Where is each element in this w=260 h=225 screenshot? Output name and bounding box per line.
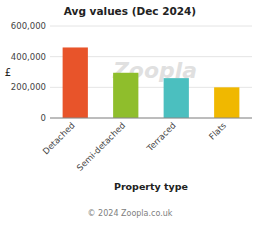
x-tick-label: Flats <box>207 120 229 142</box>
bars <box>63 47 240 118</box>
bar <box>214 87 239 118</box>
x-axis-label: Property type <box>114 181 188 192</box>
x-tick-label: Semi-detached <box>75 120 127 172</box>
chart-container: Avg values (Dec 2024) 0 200,000 400,000 600,… <box>0 0 260 225</box>
bar <box>164 78 189 118</box>
y-axis-label: £ <box>5 67 11 78</box>
y-tick-label: 200,000 <box>11 82 46 92</box>
x-tick-label: Detached <box>41 120 77 156</box>
bar <box>113 73 138 118</box>
y-tick-label: 0 <box>41 113 46 123</box>
grid-line <box>50 118 252 119</box>
x-tick-label: Terraced <box>144 120 177 153</box>
y-tick-label: 400,000 <box>11 52 46 62</box>
x-axis-line <box>50 118 252 119</box>
title: Avg values (Dec 2024) <box>64 5 196 17</box>
chart: Avg values (Dec 2024) 0 200,000 400,000 600,… <box>0 0 260 225</box>
grid-line <box>50 26 252 27</box>
copyright: © 2024 Zoopla.co.uk <box>88 209 173 218</box>
bar <box>63 47 88 118</box>
y-tick-label: 600,000 <box>11 21 46 31</box>
